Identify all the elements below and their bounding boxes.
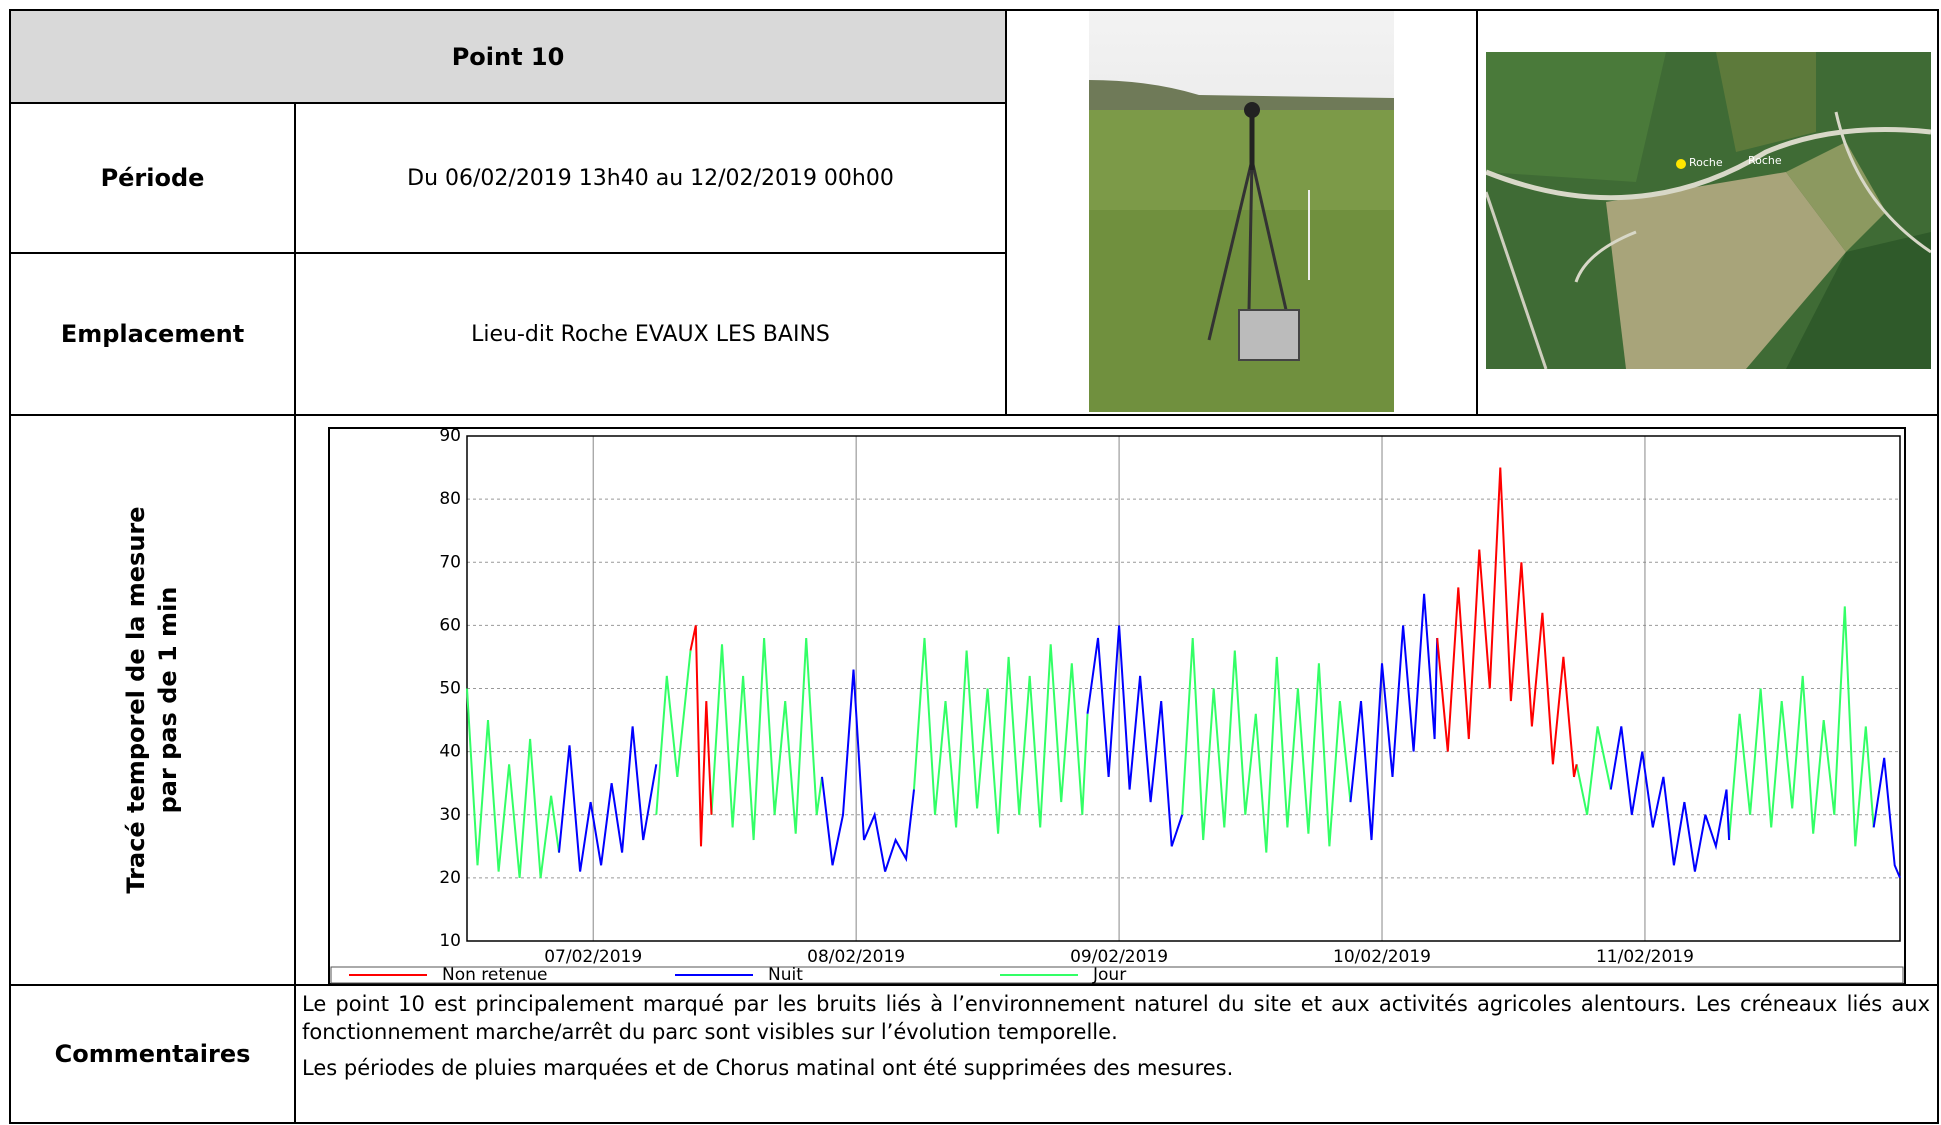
y-tick-label: 30 bbox=[439, 805, 461, 825]
rule bbox=[10, 414, 1939, 416]
row-label: Commentaires bbox=[10, 985, 295, 1123]
label: Commentaires bbox=[54, 1040, 251, 1068]
legend-label: Jour bbox=[1092, 965, 1126, 985]
series-line bbox=[558, 593, 1901, 879]
map-label: Roche bbox=[1689, 156, 1723, 169]
rule bbox=[10, 102, 1006, 104]
map-label: Roche bbox=[1748, 154, 1782, 167]
rule bbox=[1476, 9, 1478, 416]
paragraph: Les périodes de pluies marquées et de Ch… bbox=[302, 1056, 1234, 1080]
rule bbox=[10, 9, 1939, 11]
label-line: Tracé temporel de la mesure bbox=[122, 506, 150, 894]
rule bbox=[294, 102, 296, 1124]
series-line bbox=[689, 467, 1578, 847]
legend-label: Nuit bbox=[768, 965, 803, 985]
y-tick-label: 20 bbox=[439, 868, 461, 888]
header-cell: Point 10 bbox=[10, 10, 1006, 103]
y-tick-label: 80 bbox=[439, 489, 461, 509]
label: Emplacement bbox=[60, 320, 245, 348]
header-title: Point 10 bbox=[451, 42, 565, 71]
map-image: Roche Roche bbox=[1486, 52, 1931, 369]
label-line: par pas de 1 min bbox=[154, 586, 182, 814]
value: Du 06/02/2019 13h40 au 12/02/2019 00h00 bbox=[407, 165, 894, 191]
rule bbox=[10, 252, 1006, 254]
x-tick-label: 10/02/2019 bbox=[1333, 947, 1431, 967]
rule bbox=[1937, 9, 1939, 1124]
rule bbox=[9, 9, 11, 1124]
y-tick-label: 90 bbox=[439, 427, 461, 446]
chart-frame bbox=[328, 427, 1906, 985]
legend-label: Non retenue bbox=[442, 965, 548, 985]
site-photo bbox=[1089, 10, 1394, 412]
rule bbox=[1005, 9, 1007, 416]
y-tick-label: 70 bbox=[439, 552, 461, 572]
y-tick-label: 50 bbox=[439, 679, 461, 699]
chart: 10 20 30 40 50 60 70 80 90 07/02/2019 08/02/2019 09… bbox=[328, 427, 1906, 985]
rule bbox=[10, 984, 1939, 986]
label: Période bbox=[100, 164, 205, 192]
row-label: Tracé temporel de la mesure par pas de 1 … bbox=[120, 420, 184, 980]
x-tick-label: 08/02/2019 bbox=[807, 947, 905, 967]
series-line bbox=[466, 606, 1875, 879]
value: Lieu-dit Roche EVAUX LES BAINS bbox=[471, 321, 830, 347]
rule bbox=[10, 1122, 1939, 1124]
row-value: Lieu-dit Roche EVAUX LES BAINS bbox=[295, 253, 1006, 415]
paragraph: Le point 10 est principalement marqué pa… bbox=[302, 992, 1930, 1044]
row-label: Période bbox=[10, 103, 295, 253]
x-tick-label: 11/02/2019 bbox=[1596, 947, 1694, 967]
comments: Le point 10 est principalement marqué pa… bbox=[302, 990, 1930, 1090]
row-value: Du 06/02/2019 13h40 au 12/02/2019 00h00 bbox=[295, 103, 1006, 253]
legend-box bbox=[330, 966, 1904, 984]
x-tick-label: 09/02/2019 bbox=[1070, 947, 1168, 967]
y-tick-label: 60 bbox=[439, 615, 461, 635]
y-tick-label: 40 bbox=[439, 742, 461, 762]
x-tick-label: 07/02/2019 bbox=[544, 947, 642, 967]
row-label: Emplacement bbox=[10, 253, 295, 415]
y-tick-label: 10 bbox=[439, 931, 461, 951]
